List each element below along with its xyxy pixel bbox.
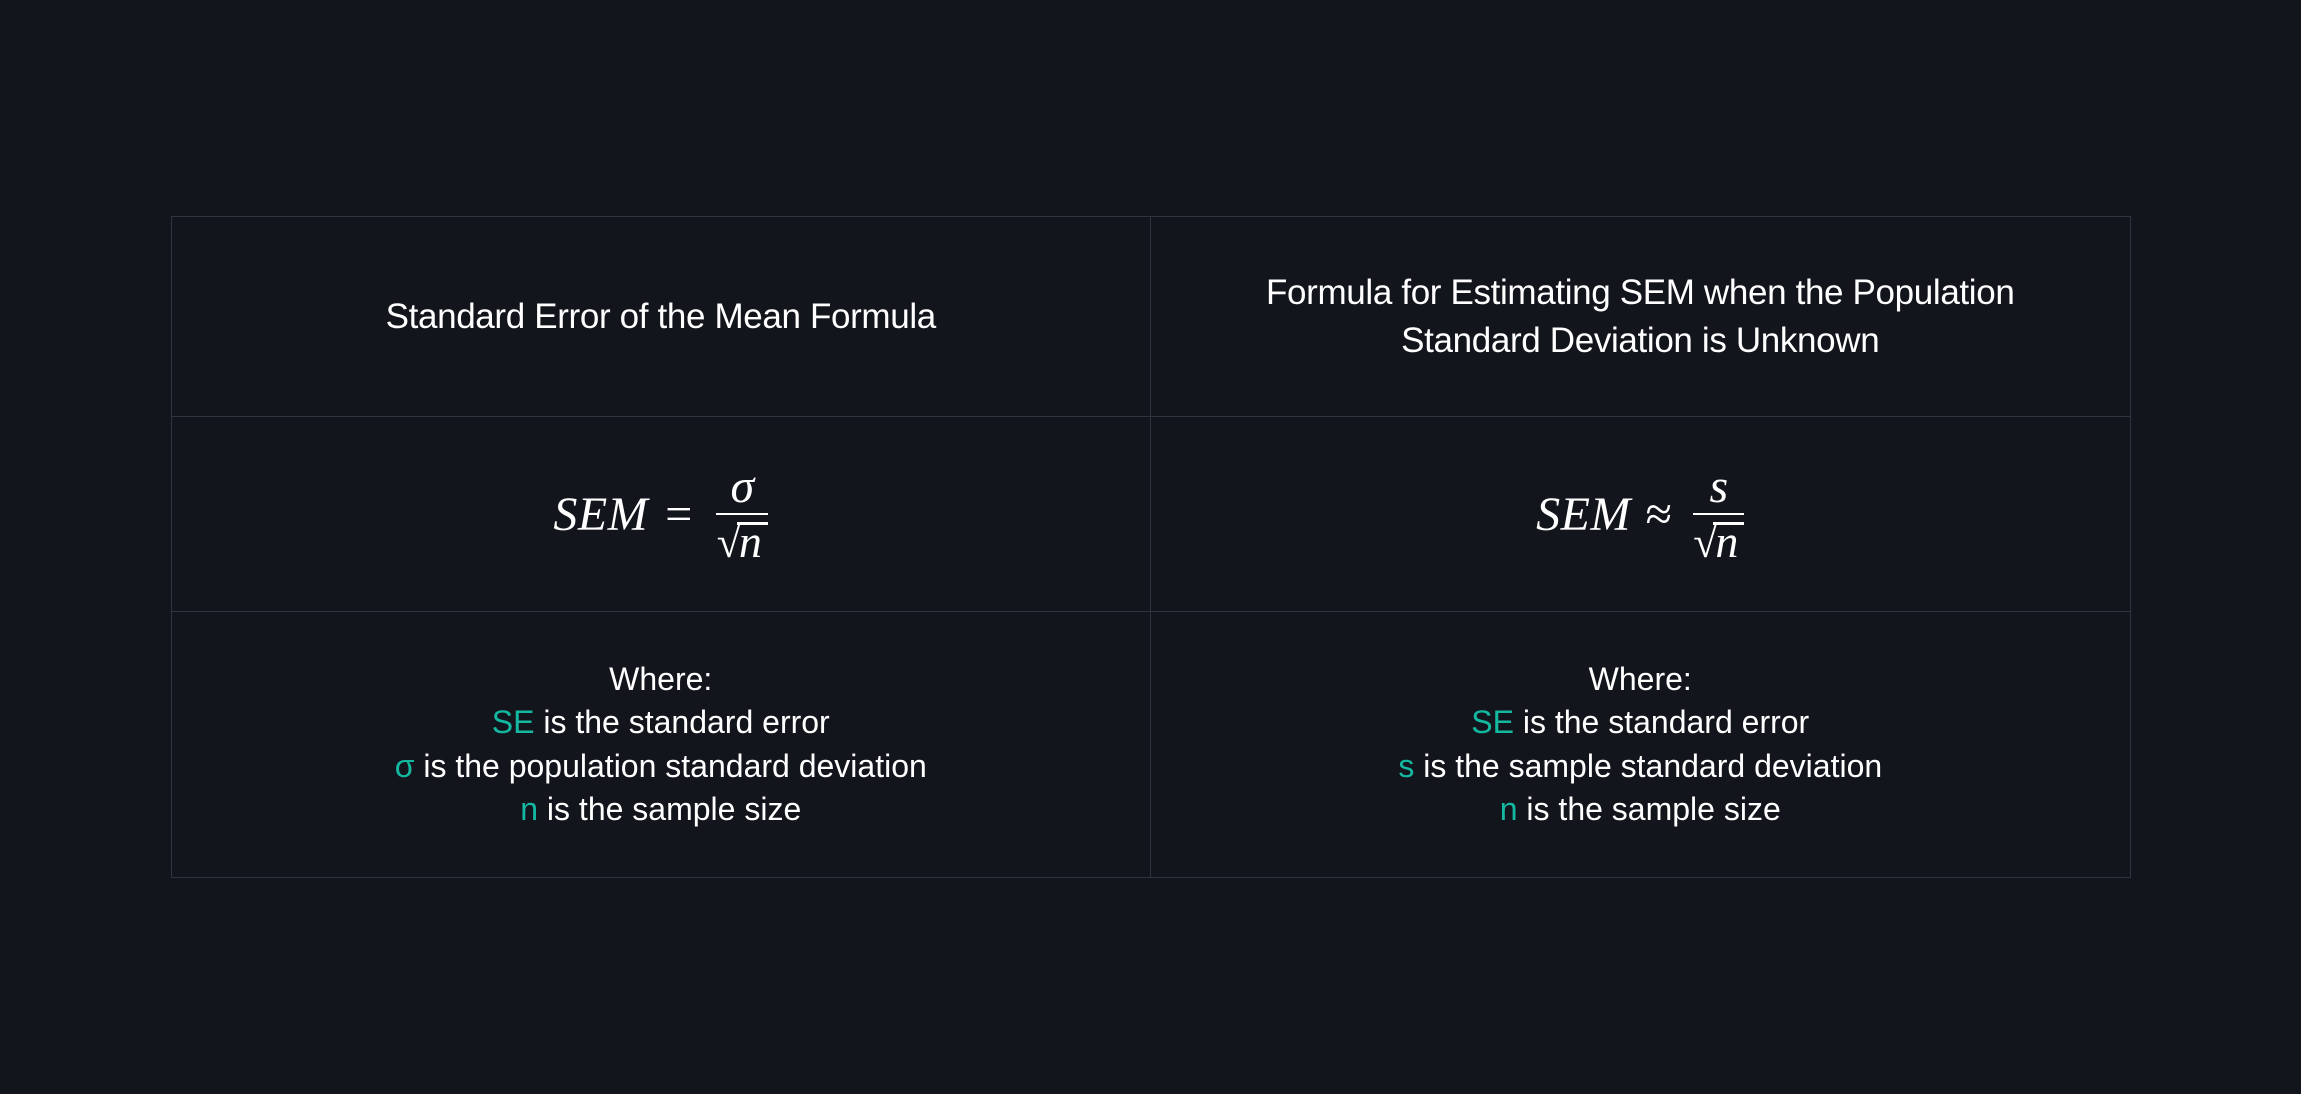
- right-formula-lhs: SEM: [1536, 487, 1631, 542]
- left-title: Standard Error of the Mean Formula: [386, 293, 936, 340]
- right-var-1: s: [1398, 748, 1414, 784]
- left-var-1: σ: [395, 748, 415, 784]
- right-title-cell: Formula for Estimating SEM when the Popu…: [1151, 217, 2130, 417]
- right-desc-0: is the standard error: [1514, 704, 1809, 740]
- left-where-line-0: SE is the standard error: [395, 701, 927, 744]
- left-formula-numerator: σ: [716, 463, 768, 513]
- right-where-line-1: s is the sample standard deviation: [1398, 745, 1882, 788]
- right-formula-cell: SEM ≈ s √ n: [1151, 417, 2130, 612]
- left-formula-operator: =: [662, 487, 694, 542]
- right-formula-operator: ≈: [1645, 487, 1671, 542]
- right-formula-radicand: n: [1715, 519, 1744, 565]
- right-where-label: Where:: [1398, 658, 1882, 701]
- right-where-block: Where: SE is the standard error s is the…: [1398, 658, 1882, 831]
- radical-icon: √: [1693, 521, 1717, 565]
- right-where-line-2: n is the sample size: [1398, 788, 1882, 831]
- sem-formula-table: Standard Error of the Mean Formula SEM =…: [171, 216, 2131, 878]
- right-formula-numerator: s: [1695, 463, 1742, 513]
- left-where-line-1: σ is the population standard deviation: [395, 745, 927, 788]
- left-formula-cell: SEM = σ √ n: [172, 417, 1151, 612]
- radical-icon: √: [717, 521, 741, 565]
- right-formula: SEM ≈ s √ n: [1536, 463, 1744, 566]
- left-desc-2: is the sample size: [538, 791, 801, 827]
- right-formula-fraction: s √ n: [1693, 463, 1744, 566]
- right-where-line-0: SE is the standard error: [1398, 701, 1882, 744]
- right-column: Formula for Estimating SEM when the Popu…: [1151, 217, 2130, 877]
- right-where-cell: Where: SE is the standard error s is the…: [1151, 612, 2130, 877]
- left-formula-lhs: SEM: [553, 487, 648, 542]
- left-where-cell: Where: SE is the standard error σ is the…: [172, 612, 1151, 877]
- left-desc-1: is the population standard deviation: [414, 748, 926, 784]
- left-where-line-2: n is the sample size: [395, 788, 927, 831]
- left-var-2: n: [520, 791, 538, 827]
- left-formula: SEM = σ √ n: [553, 463, 768, 566]
- left-desc-0: is the standard error: [534, 704, 829, 740]
- right-formula-denominator: √ n: [1693, 515, 1744, 565]
- left-formula-fraction: σ √ n: [716, 463, 768, 566]
- right-var-2: n: [1500, 791, 1518, 827]
- right-desc-1: is the sample standard deviation: [1414, 748, 1882, 784]
- left-title-cell: Standard Error of the Mean Formula: [172, 217, 1151, 417]
- left-formula-denominator: √ n: [717, 515, 768, 565]
- left-where-block: Where: SE is the standard error σ is the…: [395, 658, 927, 831]
- right-desc-2: is the sample size: [1518, 791, 1781, 827]
- left-column: Standard Error of the Mean Formula SEM =…: [172, 217, 1152, 877]
- left-var-0: SE: [492, 704, 535, 740]
- left-where-label: Where:: [395, 658, 927, 701]
- right-title: Formula for Estimating SEM when the Popu…: [1231, 269, 2050, 364]
- left-formula-radicand: n: [739, 519, 768, 565]
- right-var-0: SE: [1471, 704, 1514, 740]
